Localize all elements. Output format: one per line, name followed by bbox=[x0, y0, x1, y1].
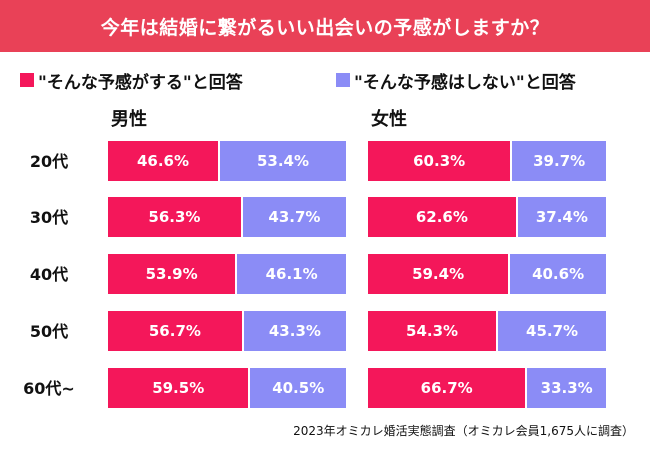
row-label: 40代 bbox=[29, 265, 69, 284]
bar-female: 62.6% 37.4% bbox=[368, 197, 606, 237]
bar-segment-no: 45.7% bbox=[496, 311, 606, 351]
data-label: 46.6% bbox=[136, 152, 190, 170]
bar-segment-yes: 56.3% bbox=[108, 197, 241, 237]
legend-label-yes: "そんな予感がする"と回答 bbox=[38, 72, 243, 93]
bar-female: 54.3% 45.7% bbox=[368, 311, 606, 351]
bar-segment-yes: 59.5% bbox=[108, 368, 249, 408]
bar-segment-no: 33.3% bbox=[525, 368, 606, 408]
row-label: 30代 bbox=[29, 208, 69, 227]
bar-female: 59.4% 40.6% bbox=[368, 254, 606, 294]
data-label: 40.6% bbox=[532, 265, 585, 283]
bar-segment-yes: 59.4% bbox=[368, 254, 509, 294]
bar-male: 56.3% 43.7% bbox=[108, 197, 346, 237]
data-label: 45.7% bbox=[526, 322, 579, 340]
legend-item-no: "そんな予感はしない"と回答 bbox=[336, 68, 576, 93]
bar-segment-no: 39.7% bbox=[510, 141, 606, 181]
bar-segment-no: 43.7% bbox=[240, 197, 346, 237]
bar-segment-no: 40.5% bbox=[248, 368, 346, 408]
legend-item-yes: "そんな予感がする"と回答 bbox=[20, 68, 243, 93]
data-label: 66.7% bbox=[420, 379, 473, 397]
bar-segment-no: 53.4% bbox=[217, 141, 346, 181]
data-label: 39.7% bbox=[533, 152, 586, 170]
bar-segment-yes: 56.7% bbox=[108, 311, 242, 351]
data-label: 60.3% bbox=[413, 152, 466, 170]
data-label: 54.3% bbox=[406, 322, 459, 340]
chart-title-bar: 今年は結婚に繋がるいい出会いの予感がしますか？ bbox=[0, 0, 650, 52]
chart-title: 今年は結婚に繋がるいい出会いの予感がしますか？ bbox=[100, 16, 550, 39]
data-label: 37.4% bbox=[535, 208, 588, 226]
data-label: 53.4% bbox=[256, 152, 310, 170]
bar-segment-yes: 66.7% bbox=[368, 368, 526, 408]
bar-female: 60.3% 39.7% bbox=[368, 141, 606, 181]
legend-swatch-yes bbox=[20, 73, 34, 87]
data-label: 33.3% bbox=[540, 379, 593, 397]
data-label: 43.3% bbox=[268, 322, 321, 340]
bar-male: 56.7% 43.3% bbox=[108, 311, 346, 351]
bar-segment-yes: 54.3% bbox=[368, 311, 497, 351]
bar-male: 53.9% 46.1% bbox=[108, 254, 346, 294]
data-label: 43.7% bbox=[268, 208, 321, 226]
bar-segment-yes: 62.6% bbox=[368, 197, 516, 237]
bar-segment-no: 40.6% bbox=[508, 254, 606, 294]
data-label: 56.7% bbox=[148, 322, 201, 340]
footnote: 2023年オミカレ婚活実態調査（オミカレ会員1,675人に調査） bbox=[293, 424, 634, 438]
bar-segment-no: 46.1% bbox=[235, 254, 346, 294]
data-label: 56.3% bbox=[148, 208, 201, 226]
bar-segment-no: 43.3% bbox=[241, 311, 346, 351]
bar-male: 46.6% 53.4% bbox=[108, 141, 346, 181]
legend-label-no: "そんな予感はしない"と回答 bbox=[354, 72, 576, 93]
data-label: 53.9% bbox=[145, 265, 198, 283]
bar-segment-yes: 60.3% bbox=[368, 141, 511, 181]
bar-segment-yes: 53.9% bbox=[108, 254, 236, 294]
bar-male: 59.5% 40.5% bbox=[108, 368, 346, 408]
row-label: 50代 bbox=[29, 322, 69, 341]
row-label: 60代~ bbox=[23, 379, 75, 398]
data-label: 40.5% bbox=[272, 379, 325, 397]
panel-title-female: 女性 bbox=[371, 109, 407, 130]
bar-female: 66.7% 33.3% bbox=[368, 368, 606, 408]
row-label: 20代 bbox=[29, 152, 69, 171]
data-label: 59.4% bbox=[412, 265, 465, 283]
bar-segment-yes: 46.6% bbox=[108, 141, 218, 181]
bar-segment-no: 37.4% bbox=[515, 197, 606, 237]
legend-swatch-no bbox=[336, 73, 350, 87]
data-label: 62.6% bbox=[415, 208, 468, 226]
data-label: 46.1% bbox=[265, 265, 318, 283]
panel-title-male: 男性 bbox=[111, 109, 147, 130]
data-label: 59.5% bbox=[152, 379, 205, 397]
